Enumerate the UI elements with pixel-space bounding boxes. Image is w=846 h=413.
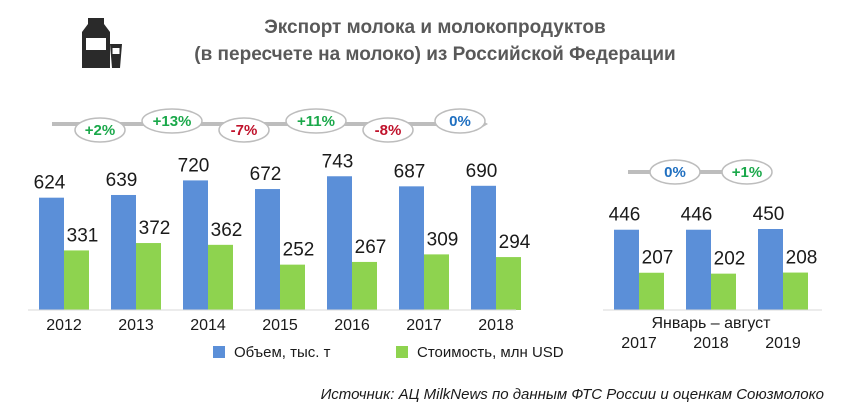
bar-volume — [614, 229, 639, 310]
source-note: Источник: АЦ MilkNews по данным ФТС Росс… — [321, 386, 824, 403]
bar-value-label: 202 — [714, 249, 746, 270]
bar-volume — [39, 197, 64, 310]
change-badge — [285, 108, 347, 134]
bar-volume — [255, 189, 280, 310]
bar-value-label: 252 — [283, 240, 315, 261]
change-arrows: +2% +13% -7% +11% -8% 0% 0% +1% — [52, 108, 773, 185]
change-badge — [218, 117, 270, 143]
legend: Объем, тыс. т Стоимость, млн USD — [213, 344, 564, 361]
x-tick-label: 2017 — [406, 317, 442, 334]
legend-label-value: Стоимость, млн USD — [417, 344, 564, 361]
x-tick-label: 2018 — [693, 335, 729, 352]
bar-volume-label: 446 — [681, 205, 713, 226]
change-badge — [74, 117, 126, 143]
bar-value — [352, 261, 377, 310]
change-label: +13% — [153, 113, 192, 130]
x-tick-labels: 2012 2013 2014 2015 2016 2017 2018 2017 2018 2019 — [46, 317, 801, 352]
x-tick-label: 2017 — [621, 335, 657, 352]
bar-volume-label: 624 — [34, 173, 66, 194]
bar-volume-label: 450 — [753, 204, 785, 225]
change-label: +11% — [297, 113, 335, 130]
change-badge — [362, 117, 414, 143]
bar-value-label: 207 — [642, 248, 674, 269]
change-label: -8% — [375, 122, 402, 139]
change-label: 0% — [449, 113, 471, 130]
change-badge — [434, 108, 486, 134]
x-tick-label: 2018 — [478, 317, 514, 334]
bar-value-label: 294 — [499, 232, 531, 253]
bar-value — [64, 250, 89, 310]
change-badge — [141, 108, 203, 134]
bar-value — [208, 244, 233, 310]
bar-volume-label: 690 — [466, 161, 498, 182]
change-badge — [721, 159, 773, 185]
change-label: 0% — [664, 164, 686, 181]
bar-volume-label: 687 — [394, 161, 426, 182]
milk-carton-and-glass-icon — [82, 18, 122, 68]
change-badge — [649, 159, 701, 185]
bar-volume — [183, 180, 208, 310]
bar-value-label: 331 — [67, 225, 99, 246]
bar-value — [496, 257, 521, 310]
chart-title-line-2: (в пересчете на молоко) из Российской Фе… — [194, 44, 675, 65]
bar-volume — [399, 186, 424, 310]
change-label: +1% — [732, 164, 762, 181]
bar-value — [639, 272, 664, 310]
bar-value — [280, 264, 305, 310]
bar-volume — [111, 194, 136, 310]
bar-volume-label: 720 — [178, 155, 210, 176]
x-tick-label: 2019 — [765, 335, 801, 352]
bar-value — [136, 243, 161, 310]
chart-title-line-1: Экспорт молока и молокопродуктов — [264, 17, 605, 38]
change-label: +2% — [85, 122, 115, 139]
bar-value-label: 267 — [355, 237, 387, 258]
bar-volume — [471, 185, 496, 310]
bar-value — [711, 273, 736, 310]
bar-value-label: 362 — [211, 220, 243, 241]
bar-value-label: 309 — [427, 229, 459, 250]
bar-volume-label: 639 — [106, 170, 138, 191]
bar-volume — [686, 229, 711, 310]
x-tick-label: 2015 — [262, 317, 298, 334]
legend-label-volume: Объем, тыс. т — [234, 344, 331, 361]
x-tick-label: 2014 — [190, 317, 226, 334]
change-label: -7% — [231, 122, 258, 139]
bar-value-label: 372 — [139, 218, 171, 239]
bar-volume-label: 743 — [322, 151, 354, 172]
bar-volume — [327, 176, 352, 310]
x-tick-label: 2013 — [118, 317, 154, 334]
bar-value-labels: 624 331 639 372 720 362 672 252 743 267 687 309 690 2… — [34, 151, 818, 269]
bar-value-label: 208 — [786, 248, 818, 269]
bar-series — [39, 176, 808, 310]
legend-swatch-value — [396, 346, 408, 358]
bar-value — [424, 254, 449, 310]
x-tick-label: 2016 — [334, 317, 370, 334]
bar-value — [783, 272, 808, 310]
legend-swatch-volume — [213, 346, 225, 358]
bar-volume-label: 672 — [250, 164, 282, 185]
x-tick-label: 2012 — [46, 317, 82, 334]
group-label-period: Январь – август — [651, 315, 771, 332]
bar-volume-label: 446 — [609, 205, 641, 226]
bar-volume — [758, 229, 783, 310]
